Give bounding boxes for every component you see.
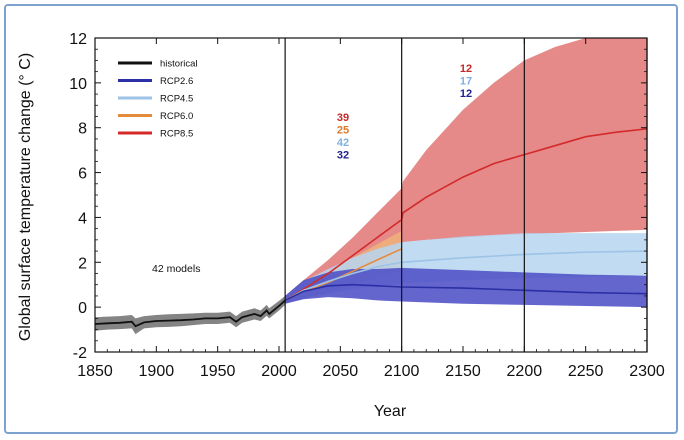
y-tick-label-10: 10 — [69, 76, 87, 93]
y-tick-label-2: 2 — [78, 255, 87, 272]
y-tick-label-0: 0 — [78, 300, 87, 317]
legend-label-historical: historical — [160, 59, 198, 70]
y-tick-label-8: 8 — [78, 121, 87, 138]
x-tick-label-1950: 1950 — [200, 363, 236, 380]
x-axis-title: Year — [374, 403, 407, 420]
axis-ticks: 1850 1900 1950 2000 2050 2100 2150 2200 2250 2300… — [69, 31, 665, 380]
x-tick-label-2100: 2100 — [384, 363, 420, 380]
model-count-rcp26-2101-2300: 12 — [460, 88, 472, 100]
y-tick-label--2: -2 — [73, 345, 87, 362]
model-count-rcp45-2006-2100: 42 — [337, 137, 349, 149]
x-tick-label-1900: 1900 — [139, 363, 175, 380]
band-historical — [95, 295, 286, 335]
legend-label-rcp26: RCP2.6 — [160, 76, 193, 87]
x-tick-label-2150: 2150 — [445, 363, 481, 380]
x-tick-label-2050: 2050 — [323, 363, 359, 380]
y-axis-title: Global surface temperature change (° C) — [17, 53, 34, 341]
band-rcp85 — [285, 38, 647, 304]
series-lines — [94, 128, 648, 328]
legend-label-rcp85: RCP8.5 — [160, 129, 193, 140]
line-historical — [94, 299, 286, 328]
legend-label-rcp45: RCP4.5 — [160, 94, 193, 105]
band-rcp45 — [285, 233, 647, 304]
y-tick-label-6: 6 — [78, 166, 87, 183]
x-tick-label-1850: 1850 — [77, 363, 113, 380]
legend-label-rcp60: RCP6.0 — [160, 111, 193, 122]
line-rcp85 — [284, 128, 648, 302]
y-tick-label-4: 4 — [78, 210, 87, 227]
model-count-rcp85-2006-2100: 39 — [337, 112, 349, 124]
model-count-rcp26-2006-2100: 32 — [337, 150, 349, 162]
line-rcp26 — [284, 283, 648, 302]
x-tick-label-2300: 2300 — [629, 363, 665, 380]
x-tick-label-2200: 2200 — [507, 363, 543, 380]
x-tick-label-2000: 2000 — [261, 363, 297, 380]
line-rcp45 — [284, 250, 648, 302]
x-tick-label-2250: 2250 — [568, 363, 604, 380]
model-count-rcp85-2101-2300: 12 — [460, 63, 472, 75]
model-count-rcp45-2101-2300: 17 — [460, 76, 472, 88]
legend: historical RCP2.6 RCP4.5 RCP6.0 RCP8.5 — [118, 59, 198, 140]
models-annotation: 42 models — [152, 263, 200, 275]
y-tick-label-12: 12 — [69, 31, 87, 48]
model-count-rcp60-2006-2100: 25 — [337, 125, 349, 137]
